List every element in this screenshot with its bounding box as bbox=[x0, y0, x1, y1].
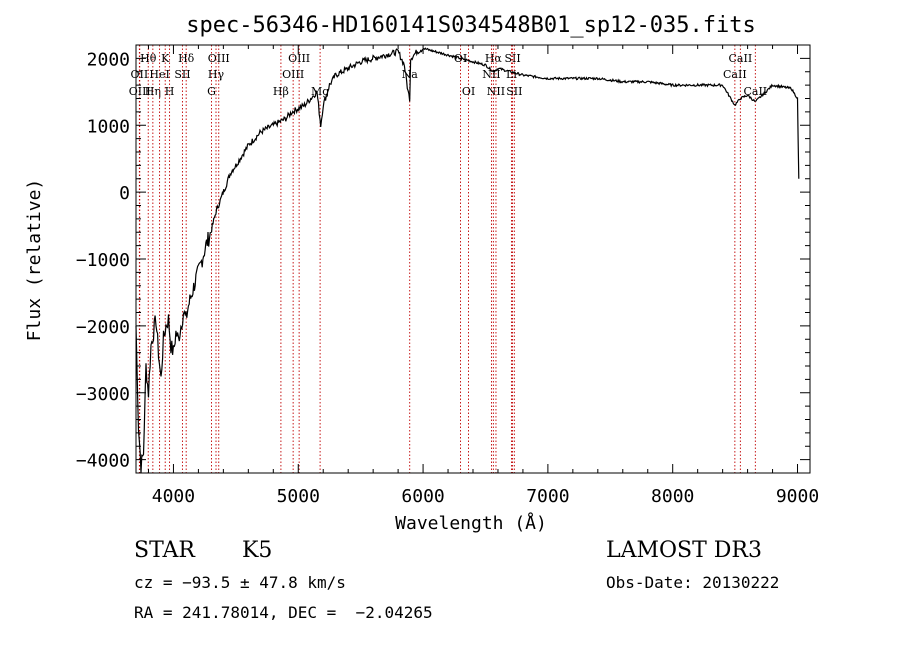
x-tick-label: 6000 bbox=[401, 486, 444, 507]
plot-frame bbox=[135, 44, 811, 474]
spectral-line-label: Hδ bbox=[178, 52, 195, 65]
y-tick-label: 2000 bbox=[87, 49, 130, 70]
spectral-lines: HθOIIOIIIHηKHeIHHδSIIOIIIHγGOIIIOIIIHβMg… bbox=[129, 45, 767, 473]
spectral-line-label: Hβ bbox=[273, 85, 289, 98]
spectral-line-label: Li bbox=[506, 68, 517, 81]
spectral-line-label: Hθ bbox=[140, 52, 157, 65]
x-tick-label: 4000 bbox=[152, 486, 195, 507]
spectral-line-label: SII bbox=[174, 68, 190, 81]
spectral-line-label: OIII bbox=[208, 52, 230, 65]
spectral-line-label: CaII bbox=[723, 68, 747, 81]
x-tick-label: 8000 bbox=[651, 486, 694, 507]
spectral-line-label: OIII bbox=[288, 52, 310, 65]
spectral-line-label: OIII bbox=[282, 68, 304, 81]
x-axis: 4000 5000 6000 7000 8000 9000 bbox=[147, 45, 819, 507]
spectral-line-label: HeI bbox=[149, 68, 169, 81]
spectral-line-label: SII bbox=[506, 85, 522, 98]
spectral-line-label: SII bbox=[504, 52, 520, 65]
spectral-line-label: Hα bbox=[485, 52, 503, 65]
object-class: STAR bbox=[134, 538, 195, 563]
y-tick-label: −1000 bbox=[76, 250, 130, 271]
obs-date-text: Obs-Date: 20130222 bbox=[606, 573, 780, 592]
spectral-line-label: OIII bbox=[129, 85, 151, 98]
chart-title: spec-56346-HD160141S034548B01_sp12-035.f… bbox=[186, 13, 756, 38]
y-tick-label: −3000 bbox=[76, 384, 130, 405]
x-axis-title: Wavelength (Å) bbox=[395, 512, 547, 534]
spectral-line-label: CaII bbox=[729, 52, 753, 65]
y-axis-title: Flux (relative) bbox=[24, 179, 45, 342]
spectral-line-label: H bbox=[165, 85, 175, 98]
x-tick-label: 7000 bbox=[526, 486, 569, 507]
spectral-line-label: OI bbox=[462, 85, 475, 98]
spectrum-chart: spec-56346-HD160141S034548B01_sp12-035.f… bbox=[24, 13, 819, 534]
x-tick-label: 9000 bbox=[776, 486, 819, 507]
spectral-line-label: G bbox=[207, 85, 216, 98]
y-axis: −4000 −3000 −2000 −1000 0 1000 2000 bbox=[76, 44, 810, 474]
subclass: K5 bbox=[242, 538, 273, 563]
spectral-line-label: K bbox=[161, 52, 170, 65]
coords-text: RA = 241.78014, DEC = −2.04265 bbox=[134, 603, 433, 622]
x-tick-label: 5000 bbox=[277, 486, 320, 507]
spectral-line-label: Hγ bbox=[208, 68, 225, 81]
survey-name: LAMOST DR3 bbox=[606, 538, 762, 563]
y-tick-label: 1000 bbox=[87, 116, 130, 137]
spectrum-line bbox=[135, 47, 800, 474]
redshift-text: cz = −93.5 ± 47.8 km/s bbox=[134, 573, 346, 592]
spectral-line-label: NII bbox=[487, 85, 505, 98]
y-tick-label: −2000 bbox=[76, 317, 130, 338]
spectral-line-label: Hη bbox=[145, 85, 161, 98]
y-tick-label: 0 bbox=[119, 183, 130, 204]
y-tick-label: −4000 bbox=[76, 451, 130, 472]
